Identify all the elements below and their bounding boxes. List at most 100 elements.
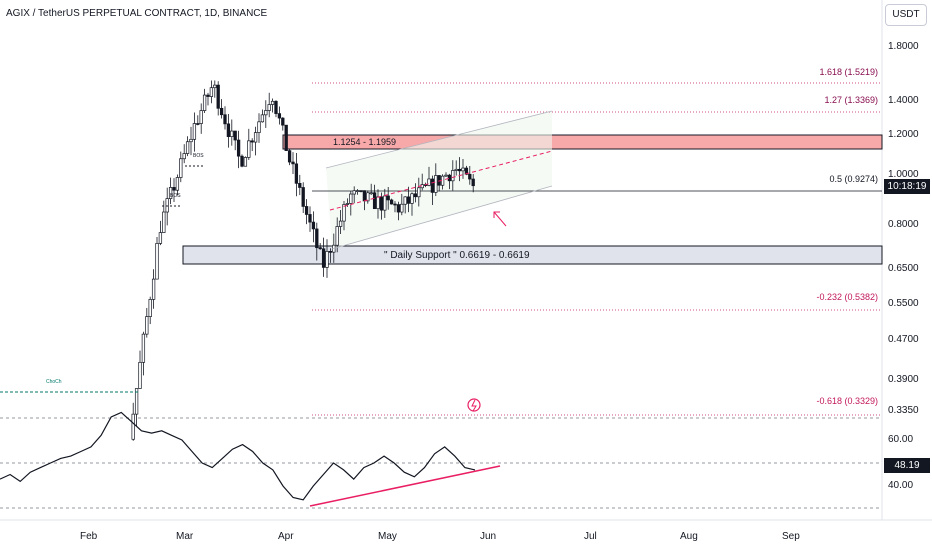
candle-body	[417, 187, 421, 198]
candle-body	[230, 130, 234, 137]
candle-body	[175, 177, 180, 191]
countdown-label: 10:18:19	[884, 179, 930, 194]
candle-body	[318, 247, 322, 250]
candle-body	[168, 187, 173, 199]
rsi-value-label: 48.19	[884, 458, 930, 473]
candle-body	[270, 100, 275, 105]
grid	[0, 0, 932, 521]
candle-body	[257, 121, 261, 133]
choch-marker: ChoCh	[46, 379, 62, 385]
candle-body	[291, 161, 295, 165]
candle-body	[321, 248, 326, 268]
candle-body	[206, 94, 210, 97]
candle-body	[145, 316, 149, 335]
price-tick: 1.0000	[888, 169, 919, 180]
support-zone-label: " Daily Support " 0.6619 - 0.6619	[384, 250, 530, 261]
candle-body	[376, 196, 380, 210]
channel-bottom	[331, 185, 553, 250]
candle-body	[468, 173, 472, 180]
bos-marker-2: BOS	[193, 153, 204, 159]
supply-zone-label: 1.1254 - 1.1959	[333, 137, 397, 147]
candle-body	[413, 193, 418, 198]
candles	[131, 80, 475, 441]
candle-body	[247, 140, 251, 158]
drawings	[0, 110, 553, 412]
candle-body	[338, 220, 343, 227]
candle-body	[250, 140, 254, 143]
lightning-icon	[467, 398, 481, 412]
candle-body	[182, 153, 186, 160]
candle-body	[264, 110, 268, 116]
lightning-bolt-icon	[471, 399, 477, 412]
fib-label-m0232: -0.232 (0.5382)	[816, 292, 878, 302]
rsi-line	[0, 411, 476, 501]
candle-body	[294, 163, 299, 184]
candle-body	[134, 388, 139, 415]
candle-body	[267, 104, 271, 111]
arrow-icon	[493, 211, 507, 227]
candle-body	[451, 170, 455, 182]
price-tick: 1.8000	[888, 41, 919, 52]
candle-body	[223, 114, 227, 125]
time-tick: Jun	[480, 531, 497, 542]
price-tick: 1.2000	[888, 129, 919, 140]
candle-body	[155, 243, 159, 280]
candle-body	[179, 158, 183, 178]
candle-body	[219, 107, 224, 116]
candle-body	[447, 174, 452, 182]
candle-body	[226, 123, 231, 137]
candle-body	[158, 232, 163, 244]
symbol-title: AGIX / TetherUS PERPETUAL CONTRACT, 1D, …	[6, 8, 268, 19]
candle-body	[131, 413, 135, 440]
candle-body	[185, 141, 190, 154]
time-tick: Sep	[782, 531, 800, 542]
candle-body	[260, 114, 265, 123]
candle-body	[345, 203, 350, 205]
candle-body	[192, 123, 197, 140]
fib-label-m0618: -0.618 (0.3329)	[816, 396, 878, 406]
candle-body	[281, 117, 285, 126]
candle-body	[328, 250, 333, 253]
price-tick: 1.4000	[888, 95, 919, 106]
candle-body	[216, 84, 220, 109]
candle-body	[359, 190, 363, 192]
candle-body	[311, 221, 316, 230]
candle-body	[298, 183, 302, 188]
candle-body	[393, 203, 397, 206]
candle-body	[362, 190, 367, 202]
candle-body	[372, 192, 377, 210]
candle-body	[366, 192, 370, 202]
candle-body	[434, 175, 438, 193]
candle-body	[151, 278, 156, 300]
candle-body	[301, 187, 305, 207]
candle-body	[148, 299, 152, 317]
price-tick: 0.5500	[888, 298, 919, 309]
candle-body	[342, 204, 346, 222]
candle-body	[369, 192, 373, 195]
candle-body	[284, 124, 288, 151]
currency-button[interactable]: USDT	[885, 4, 927, 26]
candle-body	[240, 155, 244, 167]
price-tick: 0.8000	[888, 219, 919, 230]
candle-body	[349, 193, 353, 204]
rsi-trendline	[309, 465, 501, 507]
rsi-pane	[0, 411, 501, 507]
candle-body	[165, 198, 169, 213]
candle-body	[457, 168, 462, 172]
candle-body	[335, 226, 339, 246]
candle-body	[213, 84, 217, 89]
candle-body	[199, 110, 203, 124]
candle-body	[403, 196, 407, 205]
candle-body	[196, 123, 200, 125]
candle-body	[389, 199, 394, 205]
candle-body	[308, 214, 312, 223]
candle-body	[233, 130, 237, 141]
candle-body	[162, 211, 166, 233]
candle-body	[454, 168, 458, 171]
candle-body	[141, 333, 146, 363]
channel-top	[325, 110, 553, 169]
candle-body	[172, 187, 176, 191]
zones	[182, 82, 883, 416]
candle-body	[274, 100, 278, 114]
